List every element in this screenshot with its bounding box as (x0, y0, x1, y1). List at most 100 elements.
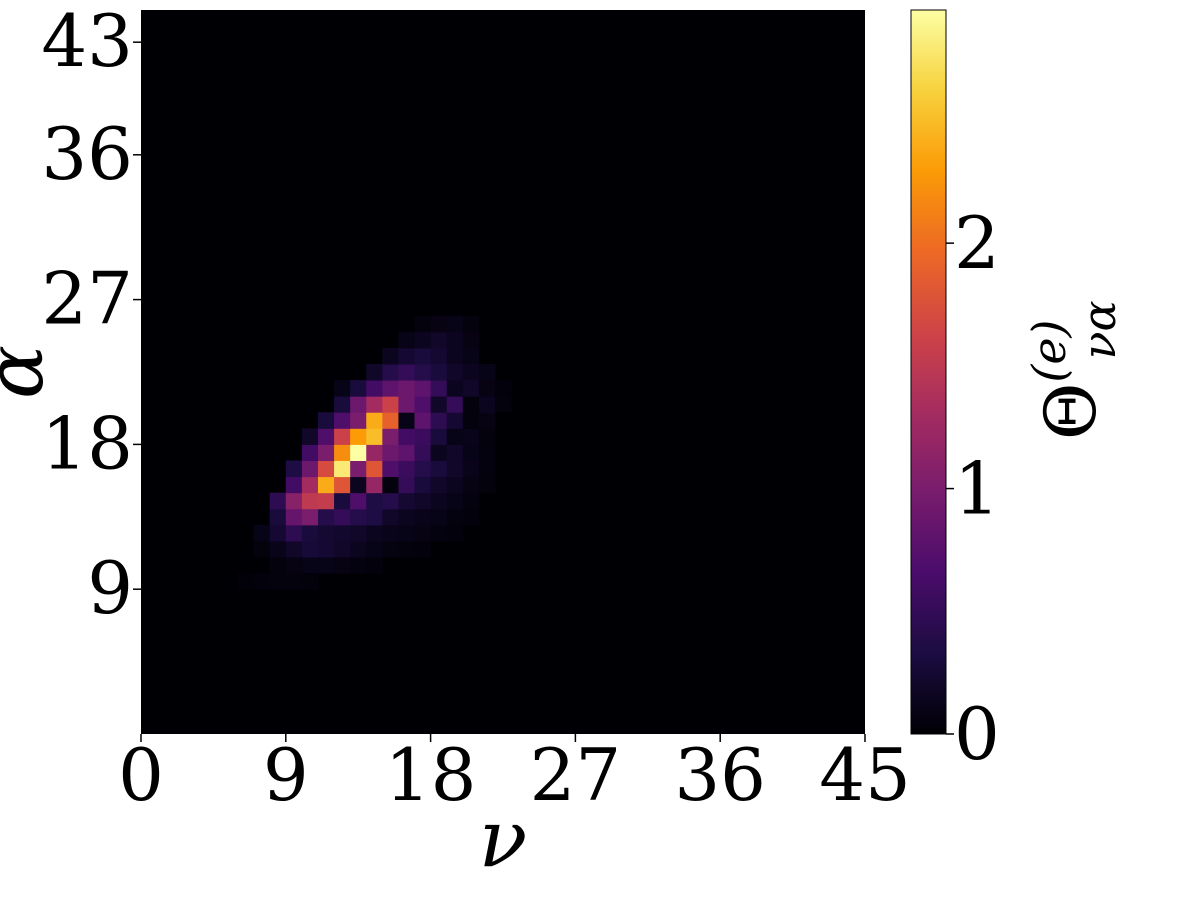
heatmap-cell (382, 412, 399, 429)
heatmap-cell (317, 508, 335, 526)
heatmap-cell (478, 428, 496, 445)
heatmap-cell (350, 524, 367, 542)
heatmap-cell (446, 315, 464, 333)
heatmap-cell (350, 380, 367, 397)
x-tick-label: 9 (263, 733, 309, 817)
heatmap-cell (382, 540, 399, 558)
heatmap-cell (494, 396, 512, 413)
heatmap-cell (414, 460, 432, 478)
heatmap-cell (382, 508, 399, 526)
heatmap-cell (301, 476, 319, 494)
x-tick-label: 45 (819, 733, 911, 817)
heatmap-cell (414, 363, 432, 381)
heatmap-cell (285, 557, 303, 574)
colorbar: 0 1 2 Θ(e)να (910, 9, 1126, 776)
x-axis-label: ν (479, 792, 528, 885)
heatmap-cell (334, 444, 351, 461)
colorbar-tick-label: 0 (954, 692, 1000, 776)
heatmap-cell (301, 508, 319, 526)
heatmap-cell (446, 363, 464, 381)
y-tick-label: 43 (41, 0, 133, 83)
heatmap-cell (414, 428, 432, 445)
heatmap-cell (317, 460, 335, 478)
heatmap-cell (350, 476, 367, 494)
heatmap-cell (382, 380, 399, 397)
heatmap-cell (446, 492, 464, 510)
heatmap-cell (366, 492, 383, 510)
colorbar-gradient (910, 9, 947, 735)
heatmap-cell (269, 508, 287, 526)
heatmap-cell (350, 444, 367, 461)
heatmap-cell (414, 331, 432, 349)
colorbar-tick-label: 1 (954, 447, 1000, 531)
heatmap-cell (350, 557, 367, 574)
heatmap-cell (462, 331, 480, 349)
colorbar-label-superscript: (e) (1022, 319, 1076, 382)
y-tick-label: 27 (41, 257, 133, 341)
heatmap-cell (446, 508, 464, 526)
heatmap-cell (269, 524, 287, 542)
heatmap-cell (398, 380, 416, 397)
heatmap-cell (446, 347, 464, 365)
heatmap-cell (253, 540, 271, 558)
heatmap-cell (382, 363, 399, 381)
heatmap-cell (366, 508, 383, 526)
y-axis: 9 18 27 36 43 (41, 0, 141, 630)
heatmap-cell (478, 444, 496, 461)
heatmap-cell (269, 492, 287, 510)
heatmap-cell (334, 412, 351, 429)
colorbar-tick-label: 2 (954, 201, 1000, 285)
heatmap-cell (350, 396, 367, 413)
heatmap-cell (317, 524, 335, 542)
heatmap-cell (430, 460, 448, 478)
heatmap-cell (285, 492, 303, 510)
heatmap-cell (414, 315, 432, 333)
heatmap-cell (462, 492, 480, 510)
heatmap-cell (317, 444, 335, 461)
heatmap-cell (430, 444, 448, 461)
heatmap-cell (430, 363, 448, 381)
heatmap-cell (301, 460, 319, 478)
y-axis-label: α (0, 345, 61, 399)
heatmap-cell (269, 540, 287, 558)
y-tick-label: 9 (87, 546, 133, 630)
heatmap-cell (366, 412, 383, 429)
heatmap-cell (334, 508, 351, 526)
heatmap-cell (366, 460, 383, 478)
heatmap-cell (430, 396, 448, 413)
heatmap-cell (446, 460, 464, 478)
heatmap-cell (462, 476, 480, 494)
heatmap-cell (478, 380, 496, 397)
heatmap-cell (414, 412, 432, 429)
heatmap-cell (366, 444, 383, 461)
heatmap-cell (462, 508, 480, 526)
heatmap-cell (398, 540, 416, 558)
plot-area (141, 10, 865, 734)
heatmap-cell (398, 476, 416, 494)
heatmap-cell (398, 331, 416, 349)
heatmap-cell (350, 508, 367, 526)
heatmap-cell (334, 380, 351, 397)
heatmap-cell (350, 412, 367, 429)
heatmap-cell (334, 396, 351, 413)
y-tick-label: 36 (41, 112, 133, 196)
heatmap-cell (366, 396, 383, 413)
heatmap-cell (430, 476, 448, 494)
heatmap-cell (269, 557, 287, 574)
heatmap-cell (334, 476, 351, 494)
heatmap-cell (430, 347, 448, 365)
heatmap-cell (350, 428, 367, 445)
heatmap-cell (430, 492, 448, 510)
heatmap-cell (366, 476, 383, 494)
heatmap-cell (301, 573, 319, 590)
heatmap-cell (430, 331, 448, 349)
heatmap-cell (446, 524, 464, 542)
heatmap-cell (398, 508, 416, 526)
heatmap-cell (334, 460, 351, 478)
heatmap-cell (301, 428, 319, 445)
heatmap-cell (382, 524, 399, 542)
heatmap-cell (317, 492, 335, 510)
heatmap-cell (398, 460, 416, 478)
heatmap-cell (285, 508, 303, 526)
heatmap-cell (462, 363, 480, 381)
